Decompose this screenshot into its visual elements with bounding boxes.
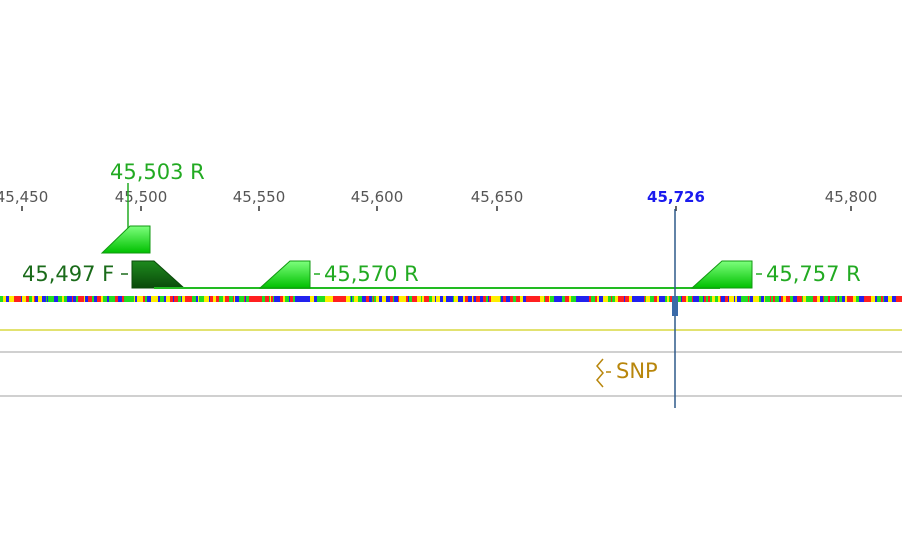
snp-annotation[interactable]: SNP [596,358,658,388]
cursor-line[interactable] [672,209,678,408]
ruler-tick-label: 45,800 [825,188,878,206]
ruler-tick-label: 45,500 [115,188,168,206]
primer-label: 45,570 R [324,262,419,286]
snp-squiggle-icon [596,358,604,388]
ruler-tick-label: 45,550 [233,188,286,206]
primer-45757-r[interactable]: 45,757 R [690,260,861,289]
sequence-bar[interactable] [0,296,902,302]
primer-label: 45,497 F [22,262,114,286]
primer-45503-r[interactable]: 45,503 R [100,160,205,254]
primer-label: 45,757 R [766,262,861,286]
forward-primer-arrow-icon [131,260,186,289]
ruler-tick: 45,600 [351,188,404,211]
ruler-tick: 45,650 [471,188,524,211]
reverse-primer-arrow-icon [100,225,151,254]
ruler-tick: 45,450 [0,188,48,211]
ruler-tick: 45,500 [115,188,168,211]
ruler-tick: 45,800 [825,188,878,211]
ruler-tick-label: 45,600 [351,188,404,206]
cursor-handle[interactable] [672,296,678,316]
primer-45497-f[interactable]: 45,497 F [22,260,186,289]
reverse-primer-arrow-icon [690,260,753,289]
ruler-tick-label: 45,450 [0,188,48,206]
cursor-position-label: 45,726 [647,188,705,206]
primer-45570-r[interactable]: 45,570 R [258,260,419,289]
ruler-tick-label: 45,650 [471,188,524,206]
primer-track: 45,503 R 45,497 F 45,570 R 45,757 R [22,160,861,289]
position-ruler: 45,450 45,500 45,550 45,600 45,650 45,80… [0,188,877,211]
snp-label: SNP [616,359,658,383]
ruler-tick: 45,550 [233,188,286,211]
reverse-primer-arrow-icon [258,260,311,289]
cursor-position: 45,726 [647,188,705,211]
primer-label: 45,503 R [110,160,205,184]
